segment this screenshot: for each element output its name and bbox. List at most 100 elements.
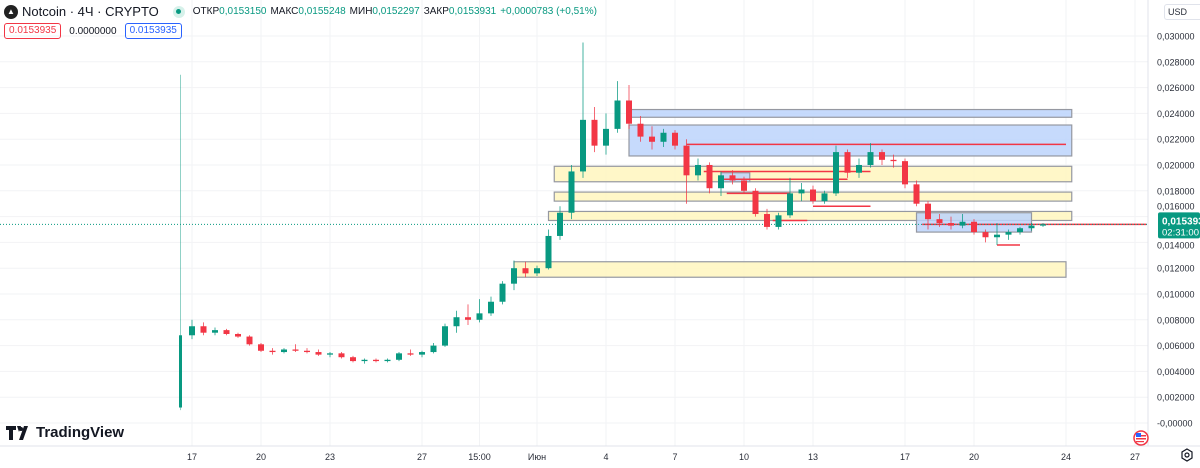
price-tick-label: 0,024000 [1157, 109, 1195, 119]
candle-body [879, 152, 885, 160]
ohlc-open: ОТКР0,0153150 [192, 6, 267, 17]
time-tick-label: 27 [417, 452, 427, 462]
price-tick-label: 0,012000 [1157, 264, 1195, 274]
price-tick-label: 0,016000 [1157, 201, 1195, 211]
candle-body [1040, 224, 1046, 226]
candle-body [798, 189, 805, 194]
candle-body [752, 190, 759, 215]
candle-body [810, 189, 816, 202]
candle-body [396, 353, 402, 360]
blue-zone-rectangle[interactable] [628, 108, 1073, 118]
candle-body [683, 145, 690, 176]
price-tick-label: 0,010000 [1157, 290, 1195, 300]
time-tick-label: 27 [1130, 452, 1140, 462]
price-tick-label: 0,006000 [1157, 341, 1195, 351]
gear-icon[interactable] [1180, 448, 1194, 462]
symbol-title[interactable]: Notcoin · 4Ч · CRYPTO [22, 4, 159, 19]
time-tick-label: 24 [1061, 452, 1071, 462]
candle-body [373, 359, 379, 362]
price-tick-label: 0,002000 [1157, 393, 1195, 403]
candle-body [890, 159, 897, 162]
candle-body [327, 353, 333, 355]
candle-body [603, 128, 609, 146]
candle-body [1017, 228, 1023, 233]
candle-body [856, 165, 862, 173]
candle-body [338, 353, 345, 358]
spread-value: 0.0000000 [69, 25, 117, 37]
currency-selector[interactable]: USD [1164, 4, 1200, 20]
candle-body [419, 352, 425, 355]
market-open-dot-icon[interactable] [172, 5, 185, 18]
candle-body [764, 214, 770, 227]
candle-body [925, 203, 931, 220]
candle-body [292, 349, 299, 351]
candle-body [189, 326, 195, 336]
candle-body [430, 345, 437, 353]
candle-body [246, 336, 253, 345]
price-tick-label: 0,020000 [1157, 161, 1195, 171]
time-axis[interactable]: 17 20 23 27 15:00 Июн 4 7 10 13 17 20 24 27 [187, 452, 1140, 462]
candle-body [959, 221, 966, 226]
candle-body [476, 313, 483, 320]
candle-body [223, 330, 230, 334]
yellow-zone-rectangle[interactable] [547, 210, 1073, 222]
candle-body [557, 212, 563, 236]
candle-body [741, 180, 747, 191]
time-tick-label: 17 [900, 452, 910, 462]
candle-body [913, 184, 920, 204]
price-axis[interactable]: 0,030000 0,028000 0,026000 0,024000 0,022000… [1157, 32, 1195, 429]
candle-body [315, 352, 322, 355]
sell-button[interactable]: 0.0153935 [4, 23, 62, 39]
time-tick-label: 4 [603, 452, 608, 462]
buy-button[interactable]: 0.0153935 [124, 23, 182, 39]
candle-body [706, 165, 713, 189]
tradingview-logo-icon [6, 425, 28, 440]
candle-body [649, 136, 655, 142]
candle-body [660, 132, 667, 142]
blue-zone-rectangle[interactable] [628, 124, 1073, 157]
candle-body [442, 326, 448, 346]
candle-body [350, 357, 356, 362]
price-tick-label: 0,030000 [1157, 32, 1195, 42]
us-flag-icon[interactable] [1133, 430, 1149, 446]
candle-body [580, 119, 586, 172]
time-tick-label: 20 [969, 452, 979, 462]
candle-body [591, 119, 598, 146]
ohlc-change: +0,0000783 (+0,51%) [500, 6, 597, 17]
candle-body [384, 359, 391, 362]
time-tick-label: 17 [187, 452, 197, 462]
price-tick-label: 0,004000 [1157, 367, 1195, 377]
candle-body [465, 317, 471, 320]
candle-body [672, 132, 678, 146]
candle-body [844, 152, 851, 173]
price-tick-label: 0,014000 [1157, 240, 1195, 250]
ohlc-low: МИН0,0152297 [349, 6, 420, 17]
trade-buttons: 0.0153935 0.0000000 0.0153935 [4, 23, 182, 39]
ohlc-close: ЗАКР0,0153931 [423, 6, 497, 17]
candle-body [971, 221, 977, 233]
candle-body [718, 175, 724, 189]
tradingview-logo[interactable]: TradingView [6, 424, 124, 441]
last-price-label: 0,015393 02:31:00 [1158, 212, 1200, 239]
candle-body [200, 326, 207, 333]
candle-body [1005, 232, 1012, 235]
time-tick-label: 7 [672, 452, 677, 462]
price-tick-label: -0,00000 [1157, 419, 1193, 429]
candle-body [936, 219, 943, 224]
candle-body [534, 268, 540, 274]
candle-body [948, 223, 954, 226]
candle-body [1028, 225, 1035, 229]
candle-body [568, 171, 575, 213]
candle-body [258, 344, 264, 351]
candle-body [407, 353, 414, 355]
candle-body [269, 350, 276, 353]
candle-body [488, 301, 494, 314]
ohlc-high: МАКС0,0155248 [270, 6, 346, 17]
yellow-zone-rectangle[interactable] [513, 261, 1067, 278]
candle-body [821, 193, 828, 202]
candle-body [867, 152, 874, 165]
candle-body [695, 165, 701, 176]
candle-body [235, 333, 241, 337]
candle-body [637, 123, 644, 137]
